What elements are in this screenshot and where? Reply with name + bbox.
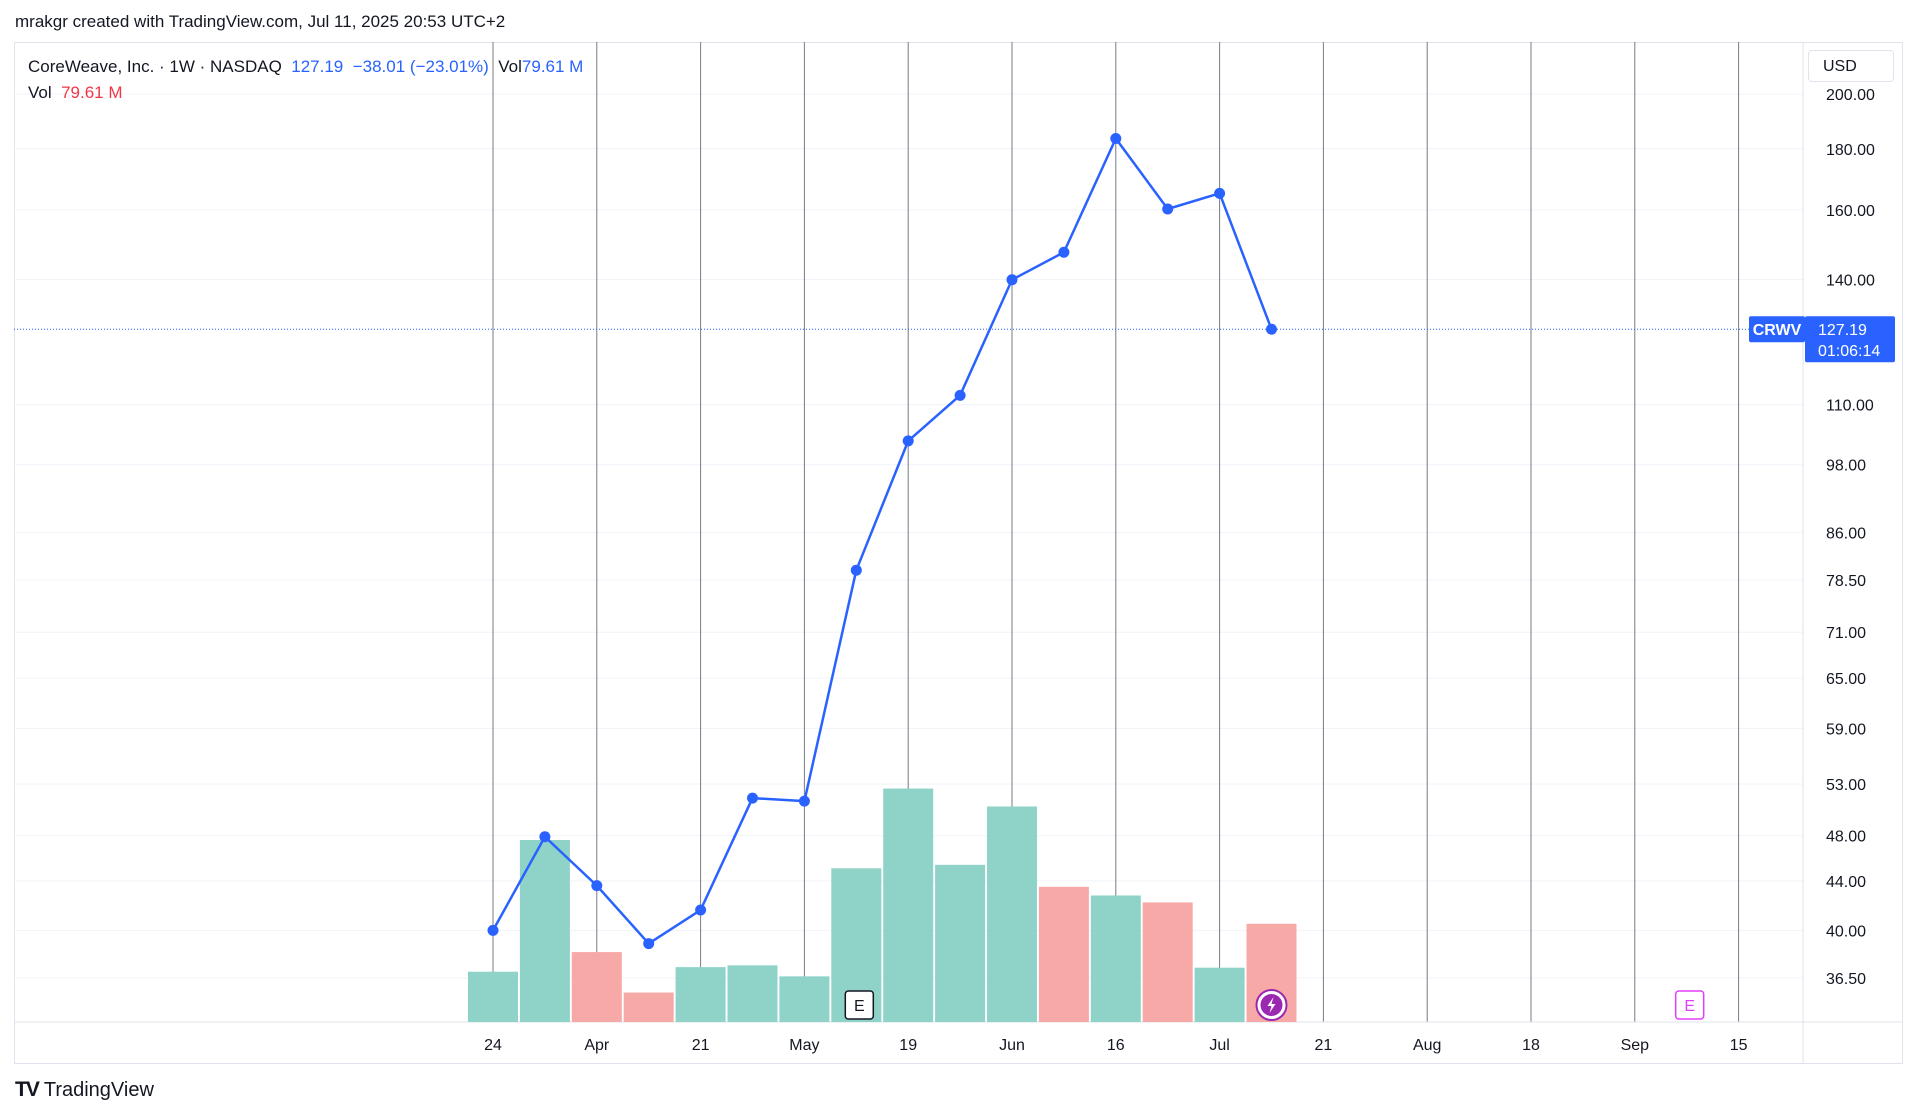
price-axis[interactable]: 36.50 40.00 44.00 48.00 53.00 59.00 65.00 71.00…: [1826, 87, 1875, 988]
legend-symbol-row[interactable]: CoreWeave, Inc. · 1W · NASDAQ 127.19 −38…: [28, 54, 583, 80]
time-axis-tick-label: May: [789, 1037, 819, 1054]
legend-vol-label: Vol: [28, 83, 52, 102]
time-axis[interactable]: 24 Apr 21 May 19 Jun 16 Jul 21 Aug 18 Sep 15: [484, 1037, 1747, 1054]
volume-bar: [935, 864, 986, 1022]
price-axis-tick-label: 110.00: [1826, 398, 1874, 415]
price-axis-tick-label: 180.00: [1826, 142, 1875, 159]
price-point: [798, 795, 810, 807]
price-point: [850, 564, 862, 576]
time-axis-tick-label: Jul: [1209, 1037, 1229, 1054]
time-axis-tick-label: Aug: [1413, 1037, 1441, 1054]
future-earnings-marker-icon: [1674, 990, 1705, 1020]
legend-volume-row[interactable]: Vol 79.61 M: [28, 80, 583, 106]
price-axis-tick-label: 200.00: [1826, 87, 1875, 104]
price-series-line: [487, 132, 1277, 950]
volume-bars: [468, 788, 1297, 1022]
last-price-tag-value: 127.19: [1818, 322, 1867, 339]
price-point: [954, 389, 966, 401]
price-point: [1162, 203, 1174, 215]
tradingview-brand[interactable]: TV TradingView: [15, 1078, 154, 1102]
price-line-path: [491, 137, 1273, 945]
price-tags: CRWV 127.19 01:06:14: [1749, 316, 1895, 363]
time-axis-tick-label: 16: [1107, 1037, 1125, 1054]
price-axis-tick-label: 160.00: [1826, 203, 1875, 220]
time-axis-tick-label: 21: [692, 1037, 710, 1054]
earnings-marker-label: E: [854, 998, 865, 1015]
future-earnings-marker-label: E: [1684, 998, 1695, 1015]
legend-change: −38.01 (−23.01%): [352, 57, 489, 76]
price-axis-tick-label: 65.00: [1826, 671, 1866, 688]
price-axis-tick-label: 40.00: [1826, 923, 1866, 940]
grid-lines: [14, 42, 1903, 1064]
price-point: [747, 792, 758, 804]
volume-bar: [1194, 967, 1245, 1022]
price-axis-tick-label: 36.50: [1826, 971, 1866, 988]
ticker-tag-label: CRWV: [1753, 322, 1802, 339]
price-point: [539, 831, 551, 843]
volume-bar: [519, 840, 570, 1022]
volume-bar: [883, 788, 934, 1022]
price-axis-tick-label: 44.00: [1826, 874, 1866, 891]
price-point: [1110, 132, 1122, 144]
price-axis-tick-label: 86.00: [1826, 526, 1866, 543]
price-axis-tick-label: 48.00: [1826, 829, 1866, 846]
last-price-tag-countdown: 01:06:14: [1818, 343, 1880, 360]
volume-bar: [1090, 895, 1141, 1022]
price-point: [695, 904, 707, 916]
legend-vol-inline-label: Vol: [498, 57, 522, 76]
price-point: [1006, 274, 1018, 286]
price-axis-tick-label: 71.00: [1826, 625, 1866, 642]
price-point: [487, 924, 499, 936]
volume-bar: [468, 971, 518, 1022]
time-axis-tick-label: Sep: [1621, 1037, 1650, 1054]
volume-bar: [779, 976, 830, 1022]
ticker-tag: [1749, 316, 1805, 343]
volume-bar: [727, 965, 778, 1022]
legend-price: 127.19: [291, 57, 344, 76]
time-axis-tick-label: Apr: [584, 1037, 610, 1054]
legend-symbol: CoreWeave, Inc. · 1W · NASDAQ: [28, 57, 282, 76]
last-price-tag: [1805, 316, 1895, 363]
chart-attribution: mrakgr created with TradingView.com, Jul…: [15, 12, 506, 31]
price-axis-tick-label: 78.50: [1826, 573, 1866, 590]
volume-bar: [675, 967, 726, 1022]
brand-name: TradingView: [43, 1078, 154, 1101]
time-axis-tick-label: 18: [1522, 1037, 1540, 1054]
time-axis-tick-label: 19: [899, 1037, 917, 1054]
volume-bar: [571, 952, 622, 1022]
time-axis-tick-label: 24: [484, 1037, 502, 1054]
earnings-marker-icon: [844, 990, 875, 1020]
price-axis-tick-label: 140.00: [1826, 272, 1875, 289]
time-axis-tick-label: 21: [1315, 1037, 1333, 1054]
legend-vol-value: 79.61 M: [61, 83, 123, 102]
price-point: [1214, 187, 1226, 199]
currency-button[interactable]: USD: [1808, 50, 1894, 82]
price-point: [902, 435, 914, 447]
volume-bar: [987, 806, 1037, 1022]
volume-bar: [623, 992, 674, 1022]
lightning-icon: [1267, 997, 1276, 1013]
time-axis-tick-label: 15: [1730, 1037, 1748, 1054]
legend-vol-inline-value: 79.61 M: [521, 57, 584, 76]
price-point: [591, 880, 603, 892]
chart-frame: [14, 42, 1903, 1064]
time-axis-tick-label: Jun: [999, 1037, 1025, 1054]
price-point: [1058, 246, 1070, 258]
price-point: [1266, 323, 1277, 335]
price-axis-tick-label: 59.00: [1826, 721, 1866, 738]
price-axis-tick-label: 53.00: [1826, 777, 1866, 794]
tradingview-logo-icon: TV: [15, 1078, 40, 1101]
volume-bar: [1142, 902, 1193, 1022]
price-axis-tick-label: 98.00: [1826, 458, 1866, 475]
price-point: [643, 938, 655, 950]
volume-bar: [1038, 886, 1089, 1022]
chart-legend: CoreWeave, Inc. · 1W · NASDAQ 127.19 −38…: [28, 54, 583, 106]
